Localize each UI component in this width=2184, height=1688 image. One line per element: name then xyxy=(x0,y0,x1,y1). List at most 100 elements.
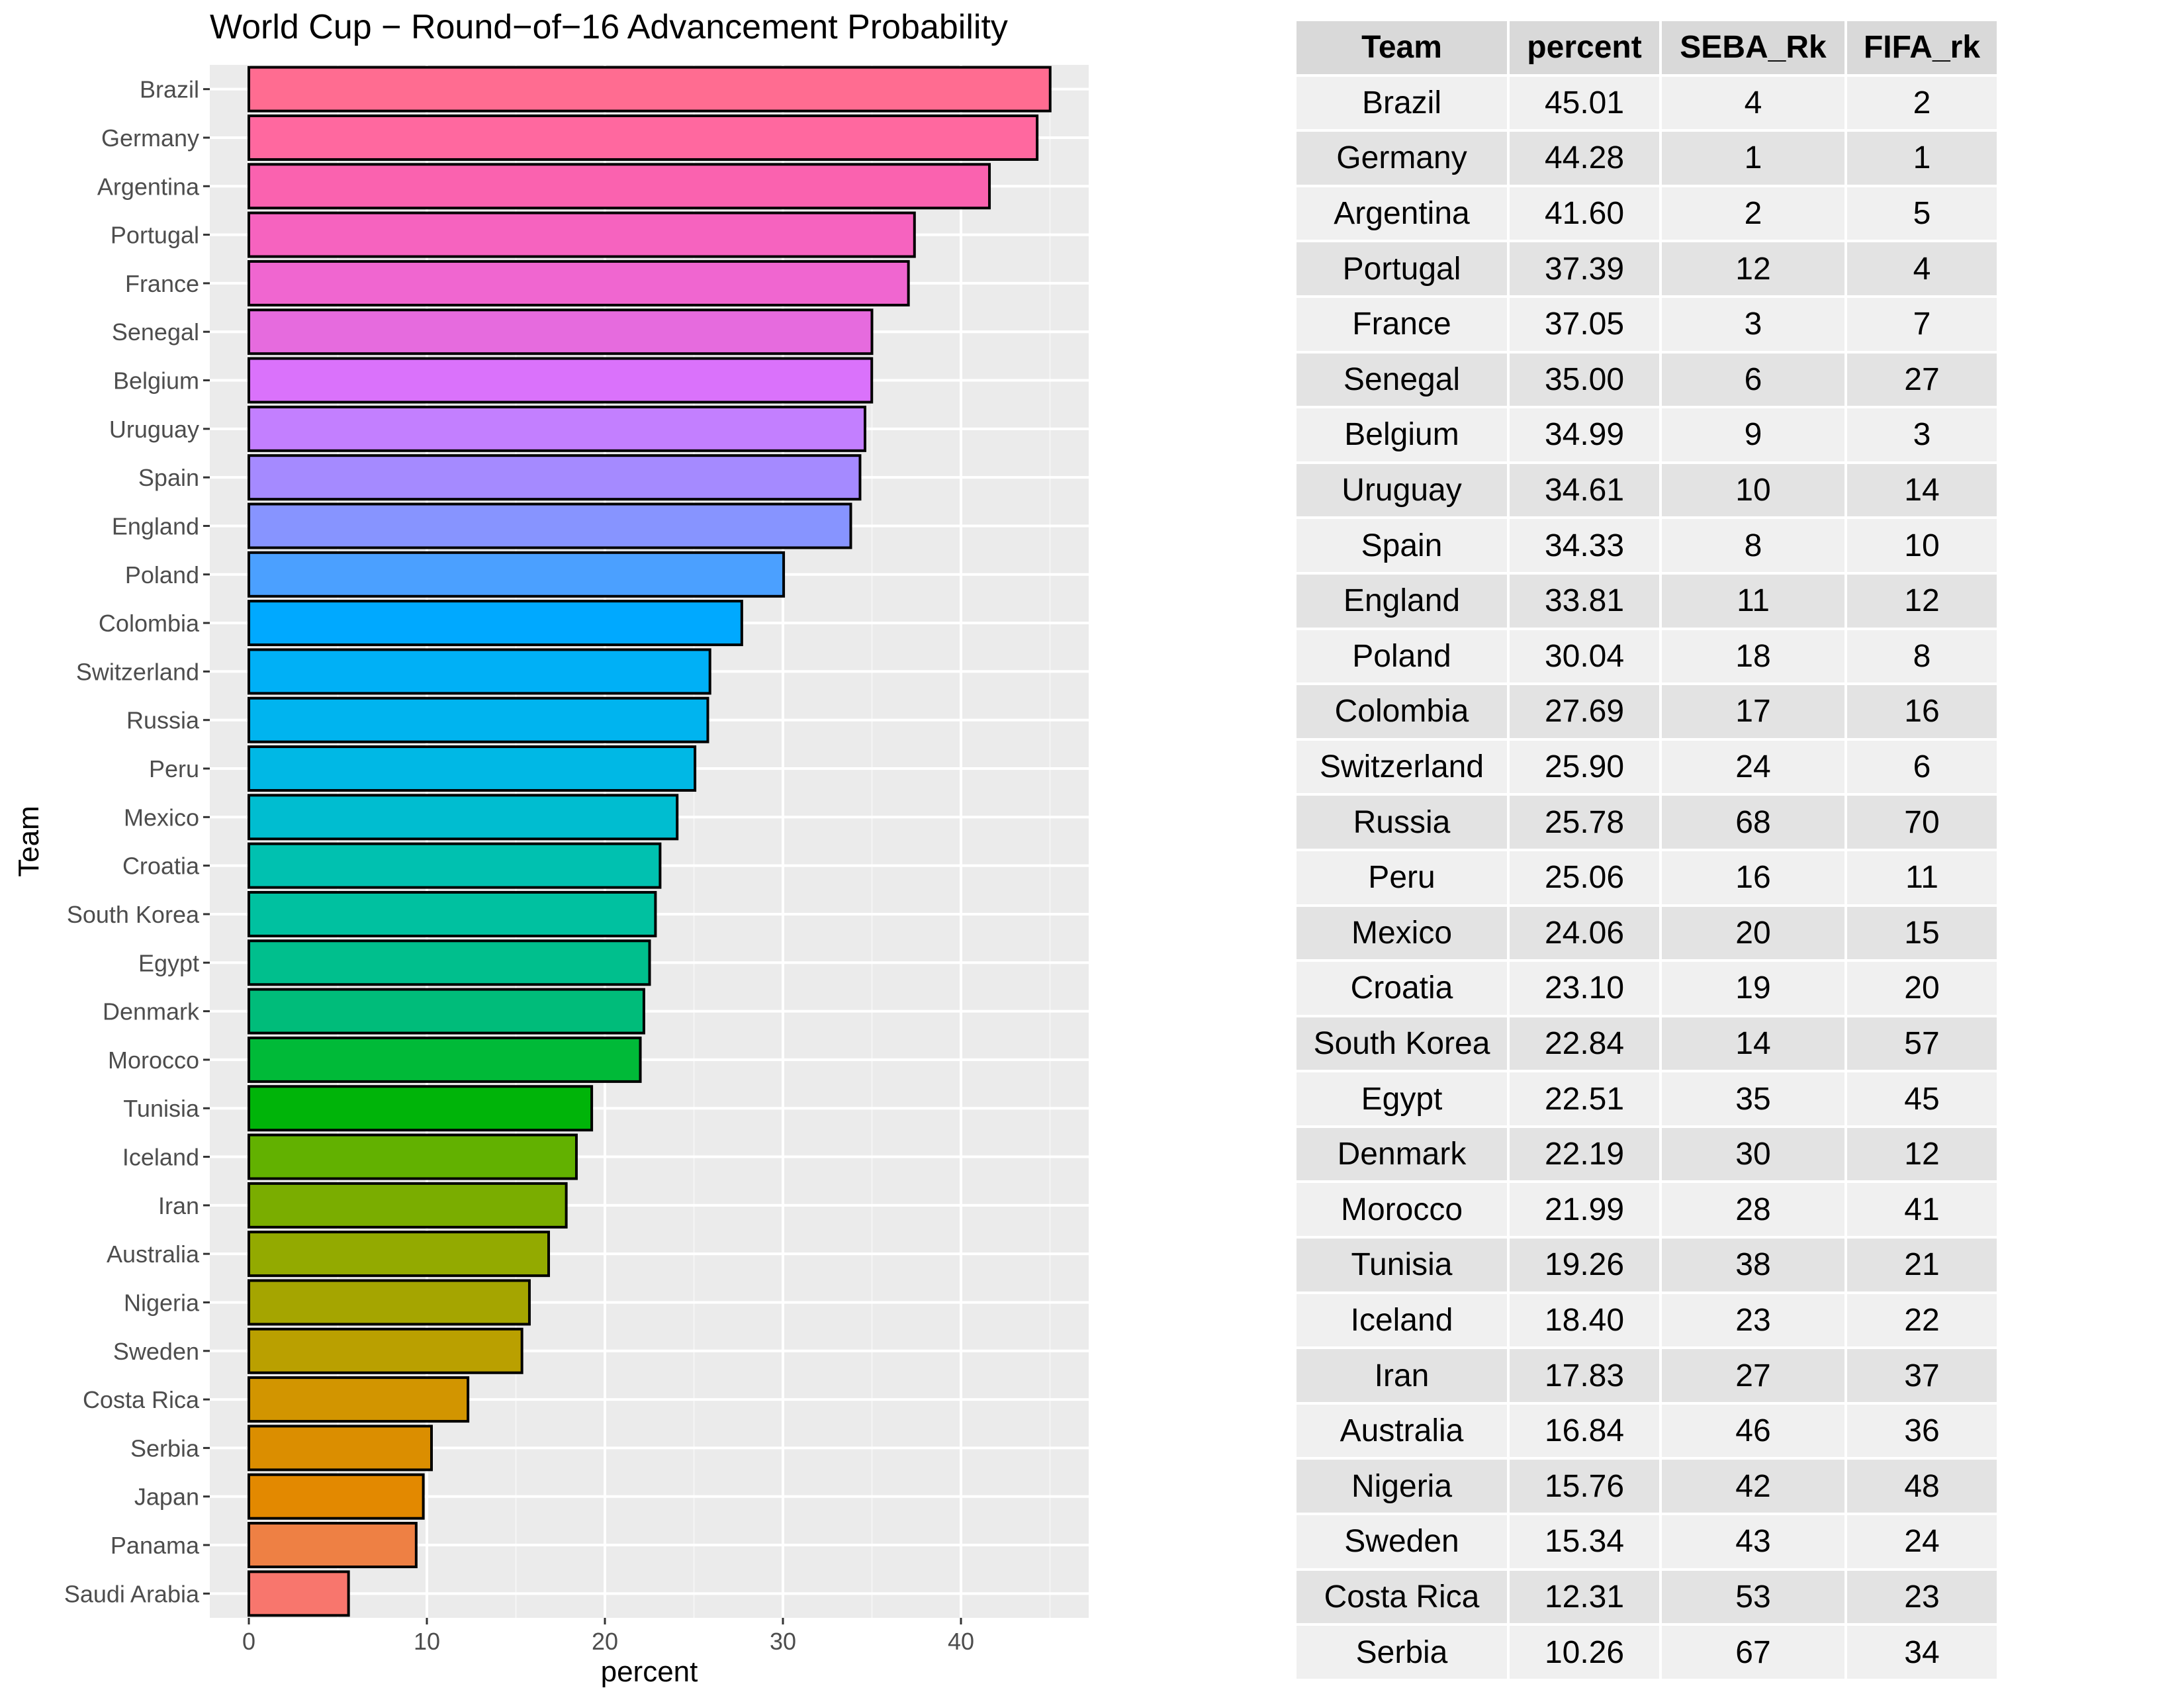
cell-team: Iceland xyxy=(1297,1293,1507,1347)
cell-team: Poland xyxy=(1297,630,1507,683)
table-row: Switzerland 25.90 24 6 xyxy=(1297,740,1997,794)
cell-seba-rank: 8 xyxy=(1662,519,1844,572)
table-header-row: Team percent SEBA_Rk FIFA_rk xyxy=(1297,21,1997,74)
header-seba-rank: SEBA_Rk xyxy=(1662,21,1844,74)
cell-seba-rank: 11 xyxy=(1662,574,1844,628)
cell-team: Serbia xyxy=(1297,1626,1507,1679)
table-row: Russia 25.78 68 70 xyxy=(1297,796,1997,849)
cell-team: Brazil xyxy=(1297,76,1507,130)
cell-team: France xyxy=(1297,297,1507,351)
table-row: Sweden 15.34 43 24 xyxy=(1297,1515,1997,1568)
table-row: Morocco 21.99 28 41 xyxy=(1297,1183,1997,1237)
cell-team: Russia xyxy=(1297,796,1507,849)
cell-team: Croatia xyxy=(1297,962,1507,1015)
cell-fifa-rank: 1 xyxy=(1847,132,1997,185)
bar-mexico xyxy=(248,794,679,841)
bar-switzerland xyxy=(248,648,711,695)
bar-brazil xyxy=(248,66,1052,113)
table-row: Serbia 10.26 67 34 xyxy=(1297,1626,1997,1679)
x-axis: 0 10 20 30 40 xyxy=(242,1618,974,1655)
cell-fifa-rank: 14 xyxy=(1847,463,1997,517)
y-tick-label: Russia xyxy=(126,707,200,734)
cell-fifa-rank: 12 xyxy=(1847,574,1997,628)
cell-seba-rank: 2 xyxy=(1662,187,1844,240)
cell-percent: 15.34 xyxy=(1510,1515,1659,1568)
bar-iceland xyxy=(248,1133,578,1180)
y-tick-label: Croatia xyxy=(122,853,200,880)
cell-percent: 22.84 xyxy=(1510,1017,1659,1070)
cell-team: Egypt xyxy=(1297,1072,1507,1125)
cell-fifa-rank: 22 xyxy=(1847,1293,1997,1347)
cell-percent: 24.06 xyxy=(1510,906,1659,960)
bar-peru xyxy=(248,745,697,792)
bar-senegal xyxy=(248,308,874,355)
cell-percent: 22.51 xyxy=(1510,1072,1659,1125)
bar-russia xyxy=(248,696,709,743)
cell-seba-rank: 28 xyxy=(1662,1183,1844,1237)
cell-percent: 44.28 xyxy=(1510,132,1659,185)
cell-seba-rank: 42 xyxy=(1662,1460,1844,1513)
cell-seba-rank: 16 xyxy=(1662,851,1844,904)
cell-fifa-rank: 57 xyxy=(1847,1017,1997,1070)
cell-fifa-rank: 3 xyxy=(1847,408,1997,461)
cell-team: Peru xyxy=(1297,851,1507,904)
table-row: England 33.81 11 12 xyxy=(1297,574,1997,628)
cell-fifa-rank: 12 xyxy=(1847,1127,1997,1181)
table-row: France 37.05 3 7 xyxy=(1297,297,1997,351)
cell-team: Iran xyxy=(1297,1349,1507,1402)
bar-croatia xyxy=(248,842,662,889)
y-tick-label: Egypt xyxy=(138,949,199,976)
bar-egypt xyxy=(248,939,651,986)
bar-denmark xyxy=(248,988,645,1035)
table-row: Senegal 35.00 6 27 xyxy=(1297,353,1997,406)
bar-spain xyxy=(248,454,862,501)
cell-fifa-rank: 34 xyxy=(1847,1626,1997,1679)
bar-sweden xyxy=(248,1327,523,1374)
cell-seba-rank: 30 xyxy=(1662,1127,1844,1181)
table-row: Poland 30.04 18 8 xyxy=(1297,630,1997,683)
cell-team: Costa Rica xyxy=(1297,1570,1507,1624)
cell-percent: 30.04 xyxy=(1510,630,1659,683)
cell-percent: 21.99 xyxy=(1510,1183,1659,1237)
bar-portugal xyxy=(248,211,916,258)
header-percent: percent xyxy=(1510,21,1659,74)
x-tick-label: 0 xyxy=(242,1628,255,1655)
y-tick-label: Senegal xyxy=(112,318,199,346)
cell-fifa-rank: 41 xyxy=(1847,1183,1997,1237)
y-tick-label: Denmark xyxy=(103,998,200,1025)
bar-morocco xyxy=(248,1036,642,1083)
cell-percent: 16.84 xyxy=(1510,1404,1659,1458)
cell-seba-rank: 14 xyxy=(1662,1017,1844,1070)
cell-fifa-rank: 36 xyxy=(1847,1404,1997,1458)
y-tick-label: South Korea xyxy=(67,901,200,928)
cell-seba-rank: 46 xyxy=(1662,1404,1844,1458)
cell-team: England xyxy=(1297,574,1507,628)
cell-fifa-rank: 5 xyxy=(1847,187,1997,240)
cell-percent: 34.33 xyxy=(1510,519,1659,572)
cell-team: Switzerland xyxy=(1297,740,1507,794)
table-row: Mexico 24.06 20 15 xyxy=(1297,906,1997,960)
y-tick-label: Spain xyxy=(138,464,199,491)
cell-fifa-rank: 70 xyxy=(1847,796,1997,849)
cell-percent: 27.69 xyxy=(1510,685,1659,738)
cell-fifa-rank: 24 xyxy=(1847,1515,1997,1568)
cell-team: Uruguay xyxy=(1297,463,1507,517)
cell-team: Germany xyxy=(1297,132,1507,185)
table-body: Brazil 45.01 4 2 Germany 44.28 1 1 Argentina 41.6… xyxy=(1297,76,1997,1679)
y-tick-label: Switzerland xyxy=(76,658,199,685)
cell-fifa-rank: 6 xyxy=(1847,740,1997,794)
cell-seba-rank: 1 xyxy=(1662,132,1844,185)
cell-team: Mexico xyxy=(1297,906,1507,960)
cell-seba-rank: 24 xyxy=(1662,740,1844,794)
cell-seba-rank: 19 xyxy=(1662,962,1844,1015)
y-tick-label: England xyxy=(112,512,199,539)
bar-australia xyxy=(248,1231,550,1278)
table-row: Belgium 34.99 9 3 xyxy=(1297,408,1997,461)
bar-serbia xyxy=(248,1425,433,1472)
y-tick-label: Sweden xyxy=(113,1338,199,1365)
cell-seba-rank: 67 xyxy=(1662,1626,1844,1679)
table-row: South Korea 22.84 14 57 xyxy=(1297,1017,1997,1070)
cell-seba-rank: 68 xyxy=(1662,796,1844,849)
y-tick-label: Belgium xyxy=(113,367,199,395)
header-fifa-rank: FIFA_rk xyxy=(1847,21,1997,74)
